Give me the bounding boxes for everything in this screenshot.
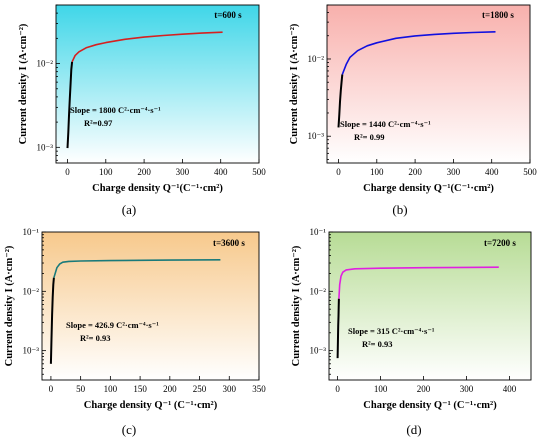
x-tick-label: 500: [252, 167, 266, 177]
y-tick-label: 10⁻²: [23, 286, 40, 296]
r-squared-annotation: R²= 0.99: [354, 132, 385, 142]
series-line-1: [49, 277, 55, 364]
x-tick-label: 300: [460, 384, 474, 394]
series-line-2: [341, 31, 496, 75]
panel-caption: (b): [392, 202, 407, 217]
x-tick-label: 300: [447, 167, 461, 177]
x-axis-title: Charge density Q⁻¹(C⁻¹·cm²): [92, 183, 223, 194]
x-tick-label: 200: [163, 384, 177, 394]
panel-b: 0 100 200 300 400 500 10⁻³ 10⁻² Charge density Q…: [289, 4, 537, 194]
series-line-1: [66, 61, 74, 149]
y-tick-label: 10⁻³: [308, 131, 325, 141]
panel-d: 0 100 200 300 400 10⁻³ 10⁻² 10⁻¹ Charge density …: [291, 227, 532, 411]
series-line-2: [53, 259, 221, 278]
plot-background: [56, 5, 259, 163]
y-tick-label: 10⁻¹: [310, 227, 327, 237]
time-label: t=7200 s: [484, 238, 516, 248]
x-tick-label: 500: [523, 167, 537, 177]
panel-caption: (c): [122, 422, 136, 437]
x-tick-label: 200: [408, 167, 422, 177]
x-tick-label: 300: [176, 167, 190, 177]
series-line-1: [336, 298, 340, 359]
panel-a: 0 100 200 300 400 500 10⁻³ 10⁻² Charge density Q…: [18, 4, 266, 194]
y-axis-title: Current density I (A·cm⁻²): [291, 245, 302, 366]
y-tick-label: 10⁻³: [37, 142, 54, 152]
x-axis-title: Charge density Q⁻¹ (C⁻¹·cm²): [84, 400, 218, 411]
slope-annotation: Slope = 1800 C²·cm⁻⁴·s⁻¹: [70, 105, 161, 115]
x-tick-label: 400: [503, 384, 517, 394]
x-tick-label: 400: [485, 167, 499, 177]
panel-caption: (a): [122, 202, 136, 217]
y-tick-label: 10⁻²: [310, 286, 327, 296]
x-axis-title: Charge density Q⁻¹(C⁻¹·cm²): [363, 183, 494, 194]
x-tick-label: 0: [65, 167, 70, 177]
y-axis-title: Current density I (A·cm⁻²): [18, 23, 29, 144]
x-tick-label: 50: [76, 384, 86, 394]
x-tick-label: 0: [335, 384, 340, 394]
x-tick-label: 0: [336, 167, 341, 177]
x-tick-label: 150: [133, 384, 147, 394]
r-squared-annotation: R²=0.97: [84, 118, 113, 128]
y-axis-title: Current density I (A·cm⁻²): [289, 23, 300, 144]
plot-background: [327, 5, 530, 163]
slope-annotation: Slope = 315 C²·cm⁻⁴·s⁻¹: [348, 326, 435, 336]
series-line-1: [337, 74, 344, 128]
x-tick-label: 200: [417, 384, 431, 394]
series-line-2: [338, 266, 499, 299]
plot-frame: [326, 4, 531, 164]
x-tick-label: 0: [49, 384, 54, 394]
time-label: t=600 s: [214, 10, 242, 20]
y-tick-label: 10⁻¹: [23, 227, 40, 237]
slope-annotation: Slope = 1440 C²·cm⁻⁴·s⁻¹: [340, 119, 431, 129]
time-label: t=1800 s: [482, 10, 514, 20]
x-tick-label: 350: [252, 384, 266, 394]
plot-frame: [328, 231, 532, 381]
plot-frame: [55, 4, 260, 164]
y-tick-label: 10⁻²: [37, 59, 54, 69]
x-tick-label: 400: [214, 167, 228, 177]
x-tick-label: 100: [374, 384, 388, 394]
x-tick-label: 100: [370, 167, 384, 177]
y-tick-label: 10⁻²: [308, 54, 325, 64]
y-tick-label: 10⁻³: [23, 346, 40, 356]
panel-caption: (d): [406, 422, 421, 437]
x-tick-label: 200: [137, 167, 151, 177]
plot-background: [42, 232, 259, 380]
panel-c: 0 50 100 150 200 250 300 350 10⁻³ 10⁻² 10⁻¹ Charge …: [4, 227, 266, 411]
slope-annotation: Slope = 426.9 C²·cm⁻⁴·s⁻¹: [66, 320, 159, 330]
y-tick-label: 10⁻³: [310, 346, 327, 356]
x-tick-label: 300: [223, 384, 237, 394]
r-squared-annotation: R²= 0.93: [80, 333, 111, 343]
plot-background: [329, 232, 531, 380]
x-tick-label: 100: [99, 167, 113, 177]
y-axis-title: Current density I (A·cm⁻²): [4, 245, 15, 366]
series-line-2: [71, 31, 223, 63]
time-label: t=3600 s: [213, 238, 245, 248]
plot-frame: [41, 231, 260, 381]
r-squared-annotation: R²= 0.93: [362, 339, 393, 349]
x-tick-label: 100: [104, 384, 118, 394]
x-tick-label: 250: [193, 384, 207, 394]
x-axis-title: Charge density Q⁻¹ (C⁻¹·cm²): [363, 400, 497, 411]
